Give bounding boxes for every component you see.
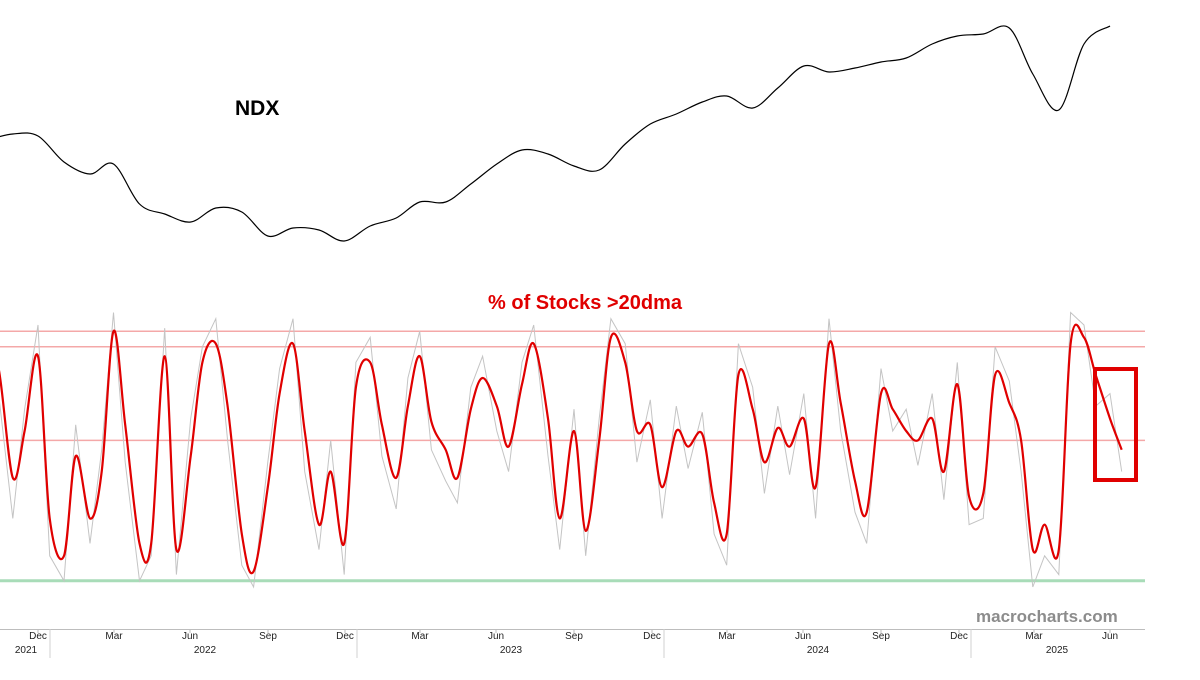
ndx-label: NDX	[235, 97, 280, 120]
x-year-label: 2021	[14, 645, 38, 656]
x-tick-label: Dec	[336, 631, 354, 642]
x-tick-label: Jun	[181, 631, 199, 642]
highlight-box	[1093, 367, 1138, 482]
smoothed-oscillator-line	[0, 323, 1123, 575]
ndx-price-line	[0, 25, 1111, 242]
x-tick-label: Mar	[718, 631, 736, 642]
x-year-label: 2024	[806, 645, 830, 656]
raw-oscillator-line	[0, 311, 1123, 589]
x-tick-label: Jun	[487, 631, 505, 642]
x-year-label: 2025	[1045, 645, 1069, 656]
x-tick-label: Dec	[29, 631, 47, 642]
x-tick-label: Sep	[872, 631, 890, 642]
oscillator-title: % of Stocks >20dma	[488, 292, 682, 314]
x-tick-label: Sep	[259, 631, 277, 642]
x-year-label: 2023	[499, 645, 523, 656]
x-tick-label: Mar	[105, 631, 123, 642]
x-tick-label: Sep	[565, 631, 583, 642]
x-tick-label: Mar	[1025, 631, 1043, 642]
x-tick-label: Jun	[794, 631, 812, 642]
x-tick-label: Dec	[643, 631, 661, 642]
x-year-label: 2022	[193, 645, 217, 656]
watermark: macrocharts.com	[976, 607, 1118, 626]
x-tick-label: Mar	[411, 631, 429, 642]
x-tick-label: Jun	[1101, 631, 1119, 642]
x-tick-label: Dec	[950, 631, 968, 642]
